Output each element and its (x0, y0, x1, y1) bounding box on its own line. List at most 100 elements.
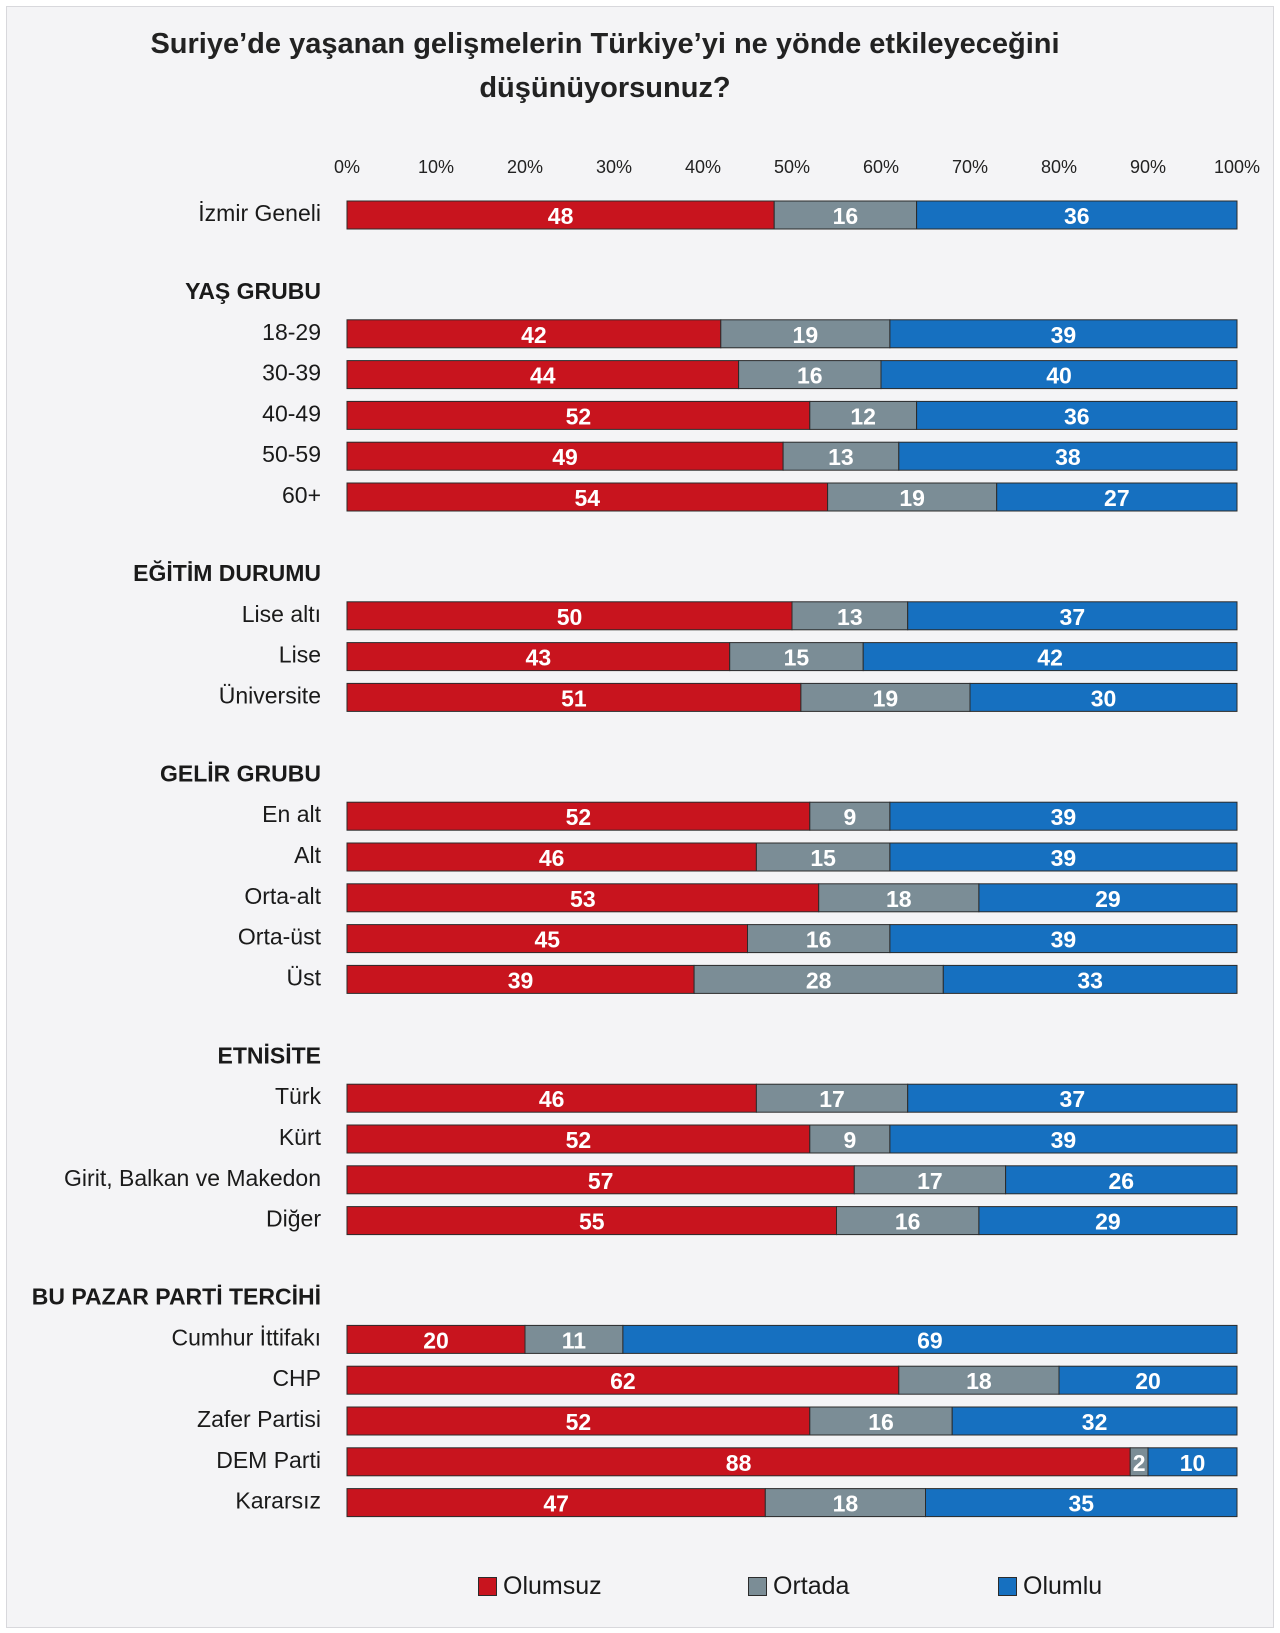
value-label-ortada: 16 (833, 203, 859, 229)
bar-segment-olumsuz (346, 801, 811, 831)
bar-row: Zafer Partisi 52 16 32 (197, 1406, 1238, 1436)
value-label-olumsuz: 45 (534, 927, 560, 953)
bar-segment-olumsuz (346, 883, 820, 913)
value-label-olumlu: 26 (1109, 1168, 1135, 1194)
bar-segment-olumlu (916, 200, 1238, 230)
bar-segment-olumsuz (346, 400, 811, 430)
bar-segment-olumsuz (346, 842, 757, 872)
bar-segment-olumlu (862, 642, 1238, 672)
value-label-olumsuz: 55 (579, 1209, 605, 1235)
bar-row: Türk 46 17 37 (275, 1083, 1238, 1113)
legend-swatch-olumlu (998, 1577, 1017, 1596)
row-label: Orta-alt (244, 883, 321, 909)
bar-row: 60+ 54 19 27 (282, 482, 1238, 512)
bar-row: Kararsız 47 18 35 (235, 1488, 1238, 1518)
bar-segment-olumlu (898, 441, 1238, 471)
bar-segment-ortada (755, 1083, 909, 1113)
group-heading: YAŞ GRUBU (185, 278, 321, 304)
value-label-ortada: 15 (810, 845, 836, 871)
chart-rows: İzmir Geneli 48 16 36 YAŞ GRUBU 18-29 42 19 39 30… (32, 200, 1238, 1518)
row-label: Alt (294, 842, 321, 868)
value-label-olumlu: 36 (1064, 203, 1090, 229)
bar-row: Diğer 55 16 29 (266, 1206, 1238, 1236)
value-label-ortada: 9 (843, 804, 856, 830)
bar-segment-olumsuz (346, 642, 731, 672)
value-label-olumlu: 29 (1095, 886, 1121, 912)
value-label-olumlu: 36 (1064, 403, 1090, 429)
legend-item-olumsuz: Olumsuz (478, 1568, 602, 1604)
bar-segment-olumlu (622, 1324, 1238, 1354)
bar-row: Orta-alt 53 18 29 (244, 883, 1238, 913)
row-label: 60+ (282, 482, 321, 508)
value-label-olumlu: 33 (1077, 967, 1103, 993)
value-label-olumsuz: 57 (588, 1168, 614, 1194)
row-label: Orta-üst (238, 924, 322, 950)
value-label-olumsuz: 20 (423, 1327, 449, 1353)
bar-row: 40-49 52 12 36 (262, 400, 1238, 430)
bar-segment-olumsuz (346, 441, 784, 471)
value-label-olumlu: 37 (1060, 604, 1086, 630)
bar-segment-olumlu (907, 601, 1238, 631)
x-tick-label: 60% (863, 157, 899, 177)
x-tick-label: 70% (952, 157, 988, 177)
row-label: 30-39 (262, 360, 321, 386)
bar-segment-olumlu (889, 319, 1238, 349)
bar-segment-ortada (836, 1206, 980, 1236)
group-heading: ETNİSİTE (217, 1042, 321, 1068)
value-label-olumsuz: 46 (539, 845, 565, 871)
value-label-olumlu: 35 (1068, 1491, 1094, 1517)
value-label-olumlu: 39 (1051, 1127, 1077, 1153)
value-label-olumsuz: 49 (552, 444, 578, 470)
value-label-olumsuz: 53 (570, 886, 596, 912)
bar-segment-olumlu (889, 801, 1238, 831)
bar-row: En alt 52 9 39 (262, 801, 1238, 831)
bar-segment-ortada (818, 883, 980, 913)
x-axis-ticks: 0% 10% 20% 30% 40% 50% 60% 70% 80% 90% 100% (334, 157, 1260, 177)
group-heading: BU PAZAR PARTİ TERCİHİ (32, 1284, 321, 1310)
row-label: CHP (272, 1365, 321, 1391)
bar-segment-olumlu (996, 482, 1238, 512)
bar-row: 30-39 44 16 40 (262, 360, 1238, 390)
bar-segment-olumsuz (346, 1124, 811, 1154)
value-label-olumlu: 29 (1095, 1209, 1121, 1235)
value-label-ortada: 28 (806, 967, 832, 993)
bar-segment-ortada (791, 601, 909, 631)
value-label-olumlu: 30 (1091, 685, 1117, 711)
row-label: Diğer (266, 1206, 321, 1232)
x-tick-label: 10% (418, 157, 454, 177)
bar-segment-olumlu (1005, 1165, 1238, 1195)
value-label-olumsuz: 39 (508, 967, 534, 993)
bar-segment-olumsuz (346, 1406, 811, 1436)
bar-segment-olumlu (942, 964, 1238, 994)
row-label: Türk (275, 1083, 322, 1109)
row-label: Zafer Partisi (197, 1406, 321, 1432)
bar-segment-ortada (809, 1406, 953, 1436)
row-label: İzmir Geneli (198, 200, 321, 226)
legend-label-ortada: Ortada (773, 1572, 850, 1600)
x-tick-label: 40% (685, 157, 721, 177)
row-label: Kürt (279, 1124, 322, 1150)
value-label-ortada: 18 (886, 886, 912, 912)
bar-row: 50-59 49 13 38 (262, 441, 1238, 471)
x-tick-label: 20% (507, 157, 543, 177)
bar-segment-olumsuz (346, 360, 740, 390)
value-label-olumsuz: 47 (543, 1491, 569, 1517)
bar-segment-ortada (800, 682, 971, 712)
value-label-ortada: 15 (784, 645, 810, 671)
bar-segment-olumsuz (346, 964, 695, 994)
x-tick-label: 80% (1041, 157, 1077, 177)
value-label-ortada: 16 (806, 927, 832, 953)
bar-segment-olumlu (978, 883, 1238, 913)
value-label-olumsuz: 62 (610, 1368, 636, 1394)
value-label-olumsuz: 52 (566, 1127, 592, 1153)
row-label: 50-59 (262, 441, 321, 467)
value-label-ortada: 19 (899, 485, 925, 511)
bar-segment-ortada (764, 1488, 926, 1518)
bar-segment-ortada (729, 642, 864, 672)
value-label-ortada: 16 (868, 1409, 894, 1435)
value-label-ortada: 11 (562, 1327, 587, 1353)
value-label-ortada: 12 (850, 403, 876, 429)
bar-row: Kürt 52 9 39 (279, 1124, 1238, 1154)
x-tick-label: 100% (1214, 157, 1260, 177)
